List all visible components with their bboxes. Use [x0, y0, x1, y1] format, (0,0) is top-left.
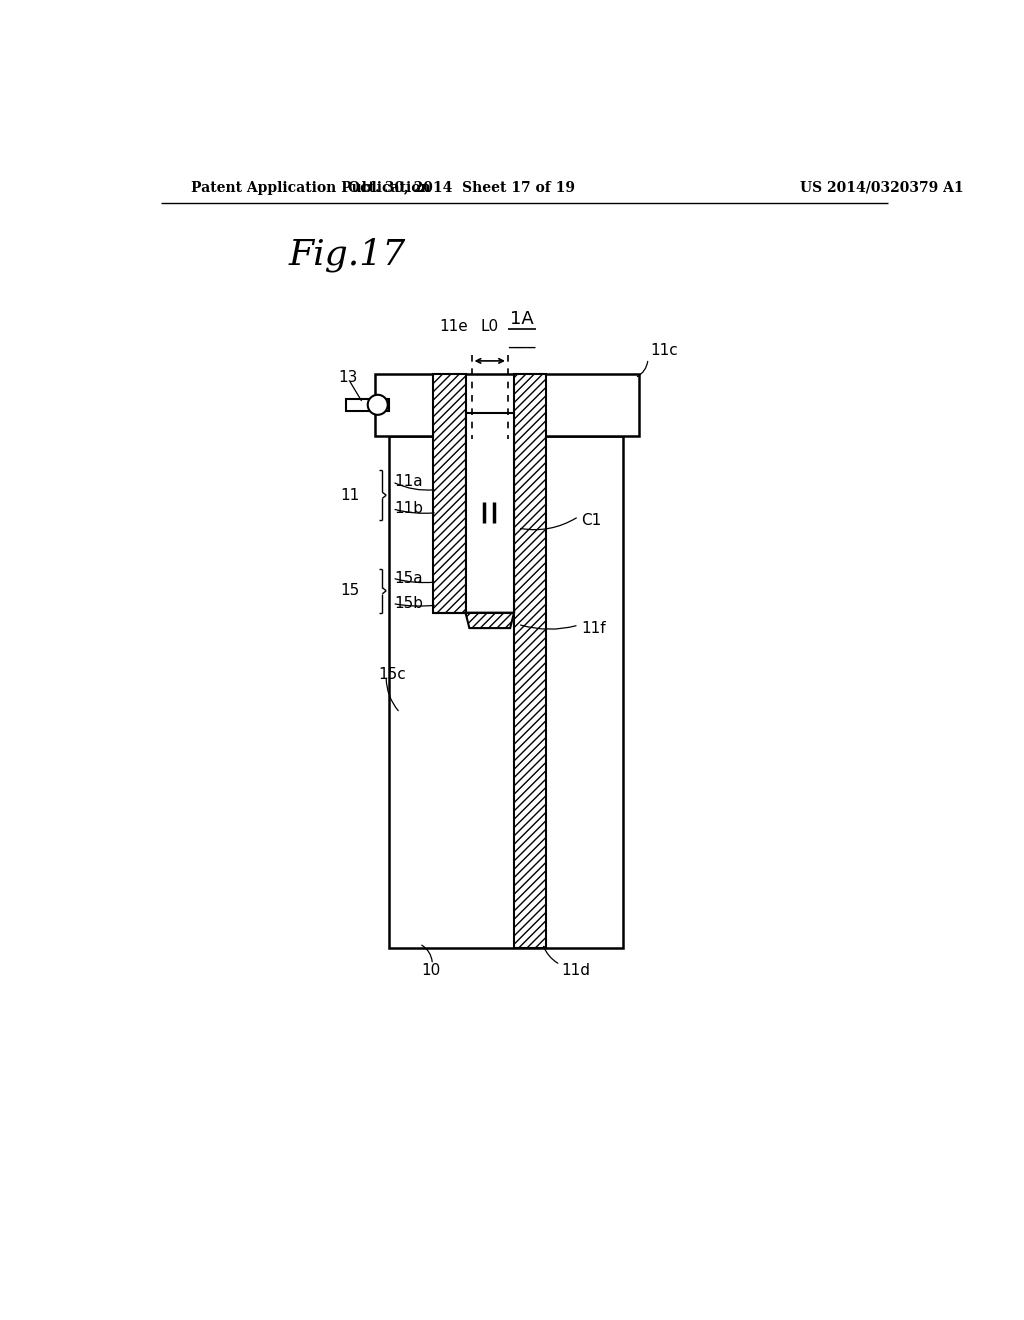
Text: Fig.17: Fig.17	[289, 238, 406, 272]
Circle shape	[368, 395, 388, 414]
Text: 15c: 15c	[379, 667, 407, 682]
Text: ___: ___	[509, 330, 536, 348]
Text: Oct. 30, 2014  Sheet 17 of 19: Oct. 30, 2014 Sheet 17 of 19	[348, 181, 575, 194]
Text: 11c: 11c	[650, 343, 678, 359]
Polygon shape	[466, 612, 514, 628]
Bar	[433, 374, 466, 612]
Text: 13: 13	[339, 371, 357, 385]
Text: 15: 15	[340, 583, 359, 598]
Text: L0: L0	[480, 319, 499, 334]
Text: 11e: 11e	[439, 319, 468, 334]
Bar	[466, 412, 514, 612]
Text: 10: 10	[421, 964, 440, 978]
Polygon shape	[466, 612, 514, 628]
Bar	[346, 399, 388, 411]
Text: Patent Application Publication: Patent Application Publication	[190, 181, 430, 194]
Bar	[514, 374, 547, 948]
Text: US 2014/0320379 A1: US 2014/0320379 A1	[801, 181, 964, 194]
Text: 11b: 11b	[394, 502, 423, 516]
Text: 1A: 1A	[510, 310, 534, 327]
Text: 11a: 11a	[394, 474, 423, 490]
Bar	[388, 436, 624, 948]
Text: C1: C1	[581, 512, 601, 528]
Text: 15b: 15b	[394, 595, 423, 611]
Text: 11f: 11f	[581, 620, 605, 636]
Text: 11d: 11d	[562, 964, 591, 978]
Bar	[375, 374, 639, 436]
Text: 11: 11	[340, 488, 359, 503]
Text: 15a: 15a	[394, 570, 423, 586]
